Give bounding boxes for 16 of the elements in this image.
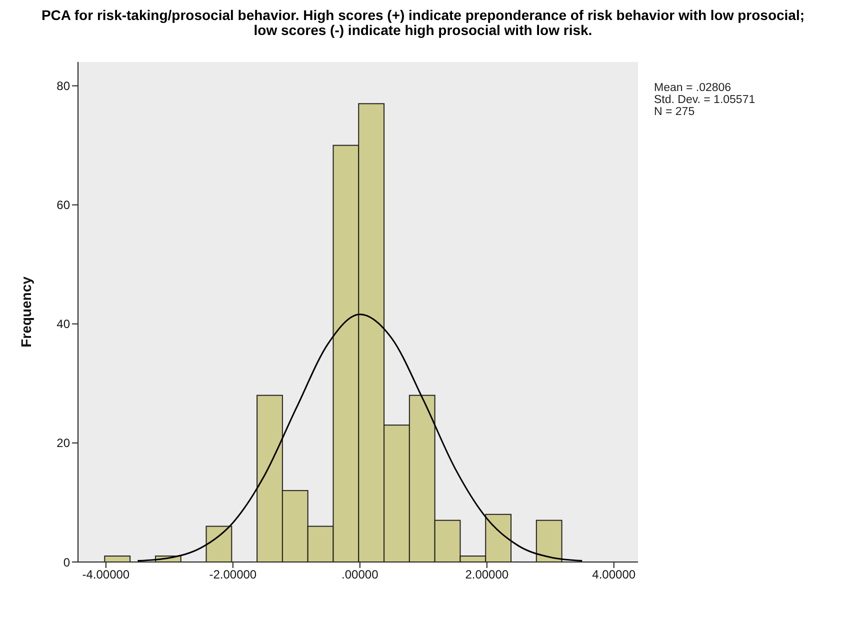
y-tick-label: 80 bbox=[56, 79, 70, 94]
x-tick-label: .00000 bbox=[342, 568, 379, 582]
text: Mean = .02806 bbox=[654, 82, 732, 94]
y-tick-label: 60 bbox=[56, 198, 70, 212]
text: N = 275 bbox=[654, 106, 696, 118]
x-tick-label: -4.00000 bbox=[82, 568, 130, 582]
chart-title: PCA for risk-taking/prosocial behavior. High scores (+) indicate preponderance of risk behavior with low prosocial; low scores (-) indicate high prosocial with low risk. bbox=[40, 7, 806, 38]
y-axis-title: Frequency bbox=[18, 276, 34, 348]
text: Std. Dev. = 1.05571 bbox=[654, 94, 756, 106]
x-tick-label: 2.00000 bbox=[465, 568, 509, 582]
x-tick-label: -2.00000 bbox=[209, 568, 257, 582]
x-tick-label: 4.00000 bbox=[592, 568, 636, 582]
y-tick-label: 20 bbox=[56, 436, 70, 450]
y-tick-label: 0 bbox=[63, 555, 70, 570]
y-tick-label: 40 bbox=[56, 317, 70, 332]
line-series bbox=[136, 314, 583, 562]
